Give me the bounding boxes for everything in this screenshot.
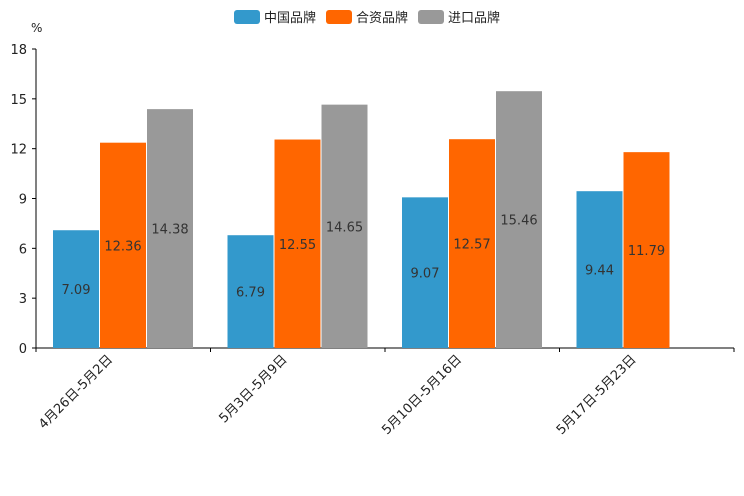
y-axis-unit-label: % bbox=[31, 21, 43, 35]
bar-3-1 bbox=[623, 152, 670, 348]
x-tick-label-2: 5月10日-5月16日 bbox=[379, 352, 465, 438]
legend-swatch-china bbox=[234, 9, 260, 24]
y-tick-label-1: 3 bbox=[19, 292, 27, 307]
data-label-2-2: 15.46 bbox=[500, 214, 537, 229]
y-tick-label-5: 15 bbox=[10, 93, 27, 108]
bar-0-0 bbox=[53, 230, 99, 348]
data-label-1-0: 6.79 bbox=[236, 286, 265, 301]
data-label-0-1: 12.36 bbox=[104, 239, 141, 254]
bar-1-1 bbox=[274, 139, 321, 348]
bar-0-1 bbox=[100, 142, 146, 348]
legend-label-jv: 合资品牌 bbox=[356, 11, 409, 26]
x-tick-label-1: 5月3日-5月9日 bbox=[216, 352, 290, 426]
bar-1-0 bbox=[227, 235, 274, 348]
data-label-2-1: 12.57 bbox=[453, 238, 490, 253]
bar-2-0 bbox=[402, 197, 448, 348]
legend-label-china: 中国品牌 bbox=[264, 11, 317, 26]
data-label-1-2: 14.65 bbox=[326, 220, 363, 235]
legend-label-import: 进口品牌 bbox=[448, 11, 501, 26]
y-tick-label-3: 9 bbox=[19, 193, 27, 208]
bar-1-2 bbox=[321, 104, 368, 349]
data-label-2-0: 9.07 bbox=[411, 267, 440, 282]
data-label-3-0: 9.44 bbox=[585, 264, 614, 279]
legend-swatch-import bbox=[418, 9, 445, 24]
data-label-0-0: 7.09 bbox=[62, 283, 91, 298]
bar-0-2 bbox=[147, 109, 193, 348]
data-label-3-1: 11.79 bbox=[628, 244, 665, 259]
bar-2-1 bbox=[449, 139, 495, 348]
y-tick-label-2: 6 bbox=[19, 242, 27, 257]
legend-item-import[interactable]: 进口品牌 bbox=[418, 7, 500, 26]
legend-swatch-jv bbox=[326, 9, 353, 24]
x-tick-label-3: 5月17日-5月23日 bbox=[554, 352, 640, 438]
legend: 中国品牌 合资品牌 进口品牌 bbox=[234, 7, 500, 26]
data-label-0-2: 14.38 bbox=[151, 223, 188, 238]
legend-item-jv[interactable]: 合资品牌 bbox=[326, 7, 408, 26]
legend-item-china[interactable]: 中国品牌 bbox=[234, 7, 316, 26]
x-tick-label-0: 4月26日-5月2日 bbox=[36, 352, 116, 432]
y-tick-label-0: 0 bbox=[19, 342, 27, 357]
data-label-1-1: 12.55 bbox=[279, 238, 316, 253]
bar-2-2 bbox=[496, 91, 542, 348]
bar-3-0 bbox=[576, 191, 623, 348]
y-tick-label-4: 12 bbox=[10, 143, 27, 158]
y-tick-label-6: 18 bbox=[10, 43, 27, 58]
